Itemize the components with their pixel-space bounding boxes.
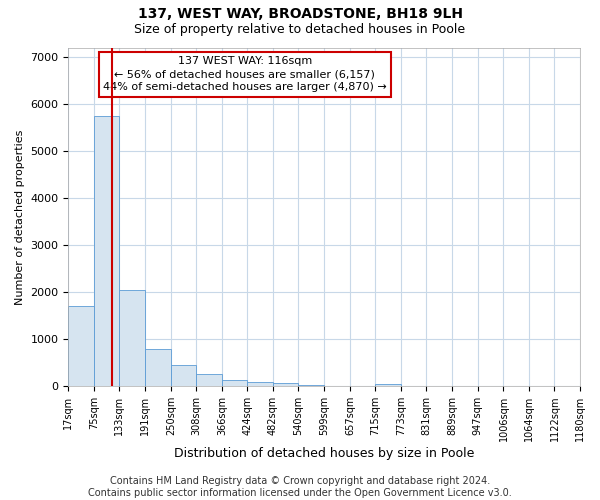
Bar (68, 306, 94, 386)
Text: Size of property relative to detached houses in Poole: Size of property relative to detached ho… (134, 22, 466, 36)
X-axis label: Distribution of detached houses by size in Poole: Distribution of detached houses by size … (174, 447, 475, 460)
Text: 137 WEST WAY: 116sqm
← 56% of detached houses are smaller (6,157)
44% of semi-de: 137 WEST WAY: 116sqm ← 56% of detached h… (103, 56, 387, 92)
Bar (196, 374, 222, 386)
Bar (298, 385, 325, 386)
Bar (376, 384, 401, 386)
Text: Contains HM Land Registry data © Crown copyright and database right 2024.
Contai: Contains HM Land Registry data © Crown c… (88, 476, 512, 498)
Bar (94, 116, 119, 386)
Bar (119, 290, 145, 386)
Text: 137, WEST WAY, BROADSTONE, BH18 9LH: 137, WEST WAY, BROADSTONE, BH18 9LH (137, 8, 463, 22)
Bar (222, 380, 247, 386)
Bar (145, 348, 171, 386)
Bar (171, 365, 196, 386)
Bar (273, 383, 298, 386)
Y-axis label: Number of detached properties: Number of detached properties (15, 129, 25, 304)
Bar (247, 382, 273, 386)
